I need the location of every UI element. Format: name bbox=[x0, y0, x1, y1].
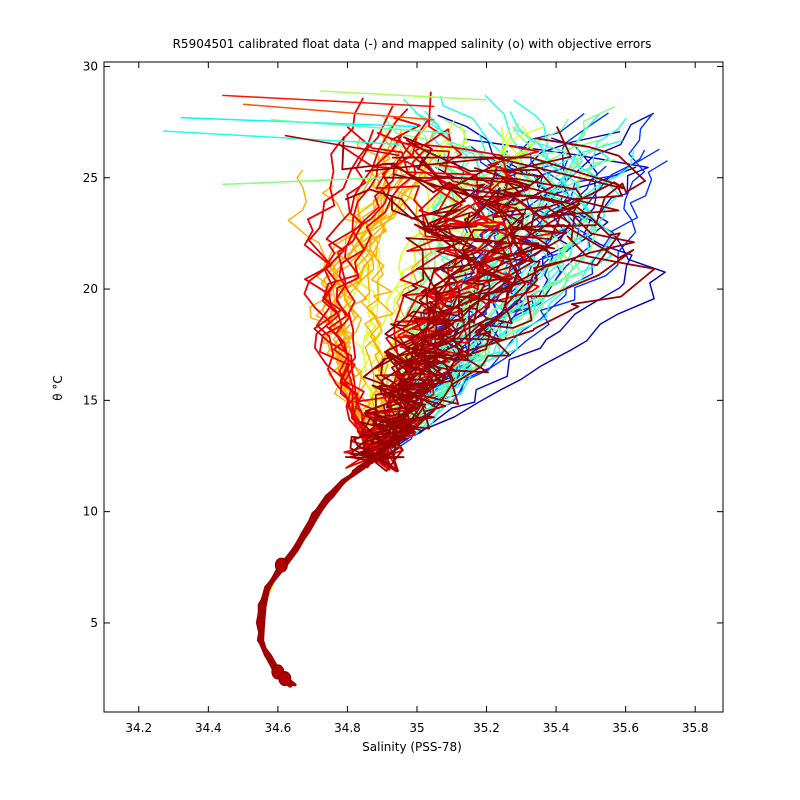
plot-area bbox=[163, 90, 668, 688]
y-tick-label: 10 bbox=[83, 505, 98, 519]
profile-line bbox=[321, 184, 394, 463]
surface-streak bbox=[222, 177, 383, 186]
surface-streak bbox=[163, 130, 400, 146]
y-tick-label: 5 bbox=[90, 616, 98, 630]
y-tick-label: 30 bbox=[83, 59, 98, 73]
x-tick-label: 34.4 bbox=[195, 721, 222, 735]
x-tick-label: 34.8 bbox=[334, 721, 361, 735]
y-axis-label: θ °C bbox=[51, 375, 65, 401]
profile-line bbox=[368, 114, 666, 464]
profile-lines bbox=[163, 90, 668, 473]
x-tick-label: 35.4 bbox=[543, 721, 570, 735]
plot-frame bbox=[103, 61, 724, 713]
profile-line bbox=[321, 137, 418, 462]
x-tick-label: 35.2 bbox=[473, 721, 500, 735]
x-tick-label: 35 bbox=[409, 721, 424, 735]
surface-streak bbox=[284, 134, 400, 157]
surface-streak bbox=[319, 90, 487, 101]
x-tick-label: 34.2 bbox=[125, 721, 152, 735]
profile-line bbox=[357, 174, 620, 459]
surface-streak bbox=[222, 94, 435, 108]
y-tick-label: 20 bbox=[83, 282, 98, 296]
profile-line bbox=[353, 162, 635, 457]
profile-line bbox=[363, 159, 593, 460]
x-axis-label: Salinity (PSS-78) bbox=[362, 740, 462, 754]
surface-streak bbox=[270, 119, 452, 134]
profile-line bbox=[374, 179, 526, 460]
profile-line bbox=[360, 176, 583, 461]
profile-line bbox=[328, 108, 409, 459]
mapped-salinity-marker bbox=[274, 557, 288, 573]
profile-line bbox=[362, 144, 540, 472]
x-tick-label: 35.8 bbox=[682, 721, 709, 735]
x-tick-label: 34.6 bbox=[265, 721, 292, 735]
profile-line bbox=[344, 136, 635, 459]
mapped-salinity-marker bbox=[278, 671, 292, 687]
x-axis: 34.2 34.4 34.6 34.8 35 35.2 35.4 35.6 35.8 bbox=[125, 62, 709, 735]
profile-line bbox=[313, 105, 394, 458]
profile-line bbox=[362, 196, 514, 465]
profile-line bbox=[303, 97, 372, 457]
profile-line bbox=[332, 170, 428, 460]
y-tick-label: 15 bbox=[83, 393, 98, 407]
y-axis: 5 10 15 20 25 30 bbox=[83, 59, 723, 630]
surface-streak bbox=[243, 103, 435, 121]
y-tick-label: 25 bbox=[83, 171, 98, 185]
profile-line bbox=[349, 137, 646, 463]
chart-title: R5904501 calibrated float data (-) and m… bbox=[173, 37, 652, 51]
x-tick-label: 35.6 bbox=[612, 721, 639, 735]
mapped-salinity-points bbox=[271, 557, 292, 687]
